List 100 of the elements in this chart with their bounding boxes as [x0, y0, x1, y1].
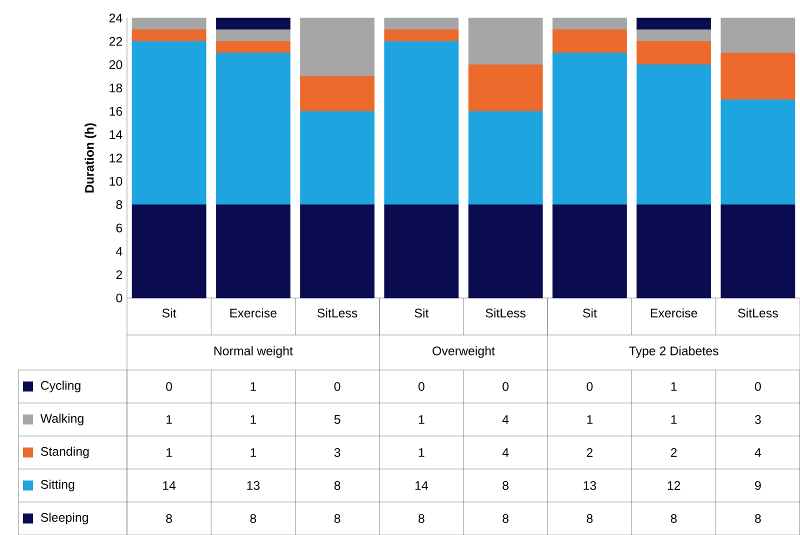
- data-label: 1: [671, 415, 677, 424]
- bar: [300, 204, 375, 298]
- y-tick-label: 12: [110, 154, 122, 162]
- data-label: 4: [754, 448, 762, 457]
- legend-label: Sitting: [40, 480, 74, 492]
- data-label: 8: [250, 514, 256, 523]
- bar: [468, 18, 543, 65]
- bar: [720, 18, 796, 54]
- data-label: 1: [671, 382, 677, 391]
- bar: [636, 29, 712, 42]
- bar: [552, 52, 627, 205]
- data-label: 0: [418, 382, 424, 391]
- bar: [216, 18, 290, 30]
- x-tick-label: SitLess: [486, 308, 526, 318]
- data-label: 0: [502, 382, 509, 391]
- data-label: 0: [334, 382, 340, 391]
- y-tick-label: 0: [116, 294, 122, 302]
- bar: [552, 204, 627, 298]
- data-label: 2: [670, 448, 677, 457]
- bar: [636, 18, 712, 30]
- bar: [300, 111, 375, 205]
- data-label: 8: [334, 514, 340, 523]
- data-label: 8: [586, 514, 593, 523]
- bar: [216, 29, 290, 42]
- bar: [132, 18, 206, 30]
- legend-label: Walking: [40, 414, 84, 426]
- bar: [384, 41, 459, 205]
- data-label: 0: [166, 382, 172, 391]
- bar: [720, 99, 796, 205]
- data-label: 1: [166, 415, 172, 424]
- bar: [468, 204, 543, 298]
- data-label: 4: [502, 448, 509, 457]
- legend-label: Standing: [40, 446, 89, 458]
- bar: [132, 41, 206, 205]
- x-tick-label: Exercise: [230, 308, 277, 318]
- bar: [468, 111, 543, 205]
- data-label: 0: [754, 382, 761, 391]
- data-label: 14: [415, 481, 428, 490]
- y-tick-label: 24: [109, 14, 122, 22]
- data-label: 12: [668, 481, 680, 490]
- text: Type 2 Diabetes: [629, 346, 718, 358]
- data-label: 1: [166, 448, 172, 457]
- data-label: 8: [670, 514, 677, 523]
- bar: [636, 41, 712, 65]
- y-axis-title: Duration (h): [84, 123, 96, 192]
- bar: [384, 29, 459, 42]
- data-label: 8: [418, 514, 424, 523]
- x-tick-label: SitLess: [317, 308, 358, 318]
- bar: [636, 64, 712, 205]
- data-label: 1: [587, 415, 593, 424]
- y-tick-label: 2: [116, 270, 122, 280]
- data-label: 14: [163, 481, 176, 490]
- data-label: 1: [418, 448, 424, 457]
- bar: [132, 29, 206, 42]
- legend-label: Cycling: [40, 380, 80, 392]
- bar: [552, 29, 627, 54]
- data-label: 2: [586, 448, 593, 457]
- bar: [720, 204, 796, 298]
- bar: [384, 204, 459, 298]
- data-label: 13: [247, 481, 260, 490]
- data-label: 5: [334, 415, 340, 424]
- data-label: 8: [334, 481, 340, 490]
- y-tick-label: 6: [116, 224, 122, 232]
- x-tick-label: SitLess: [738, 308, 778, 318]
- bar: [216, 204, 290, 298]
- y-tick-label: 8: [116, 200, 122, 210]
- y-tick-label: 10: [110, 176, 122, 186]
- bar: [468, 64, 543, 112]
- y-tick-label: 14: [110, 130, 122, 139]
- x-tick-label: Exercise: [650, 308, 698, 318]
- x-tick-label: Sit: [414, 308, 429, 318]
- data-label: 1: [250, 448, 256, 457]
- data-label: 0: [586, 382, 593, 391]
- data-label: 8: [502, 514, 508, 523]
- data-label: 8: [502, 481, 508, 490]
- data-label: 13: [584, 481, 596, 490]
- data-label: 9: [755, 481, 761, 490]
- y-tick-label: 20: [109, 60, 122, 70]
- data-label: 8: [166, 514, 172, 523]
- data-label: 8: [755, 514, 761, 523]
- bar: [216, 52, 290, 205]
- bar: [216, 41, 290, 54]
- x-tick-label: Sit: [582, 308, 597, 318]
- y-tick-label: 16: [110, 106, 122, 116]
- text: Normal weight: [214, 346, 293, 358]
- data-label: 4: [502, 415, 509, 424]
- bar: [552, 18, 627, 30]
- y-tick-label: 4: [116, 247, 122, 256]
- y-tick-label: 18: [110, 84, 122, 92]
- text: Overweight: [432, 346, 495, 358]
- bar: [384, 18, 459, 30]
- data-label: 3: [754, 415, 761, 424]
- data-label: 1: [250, 382, 256, 391]
- data-label: 1: [418, 415, 424, 424]
- bar: [300, 76, 375, 112]
- data-label: 3: [334, 448, 340, 457]
- bar: [300, 18, 375, 77]
- y-tick-label: 22: [109, 36, 122, 46]
- bar: [636, 204, 712, 298]
- legend-label: Sleeping: [40, 512, 88, 524]
